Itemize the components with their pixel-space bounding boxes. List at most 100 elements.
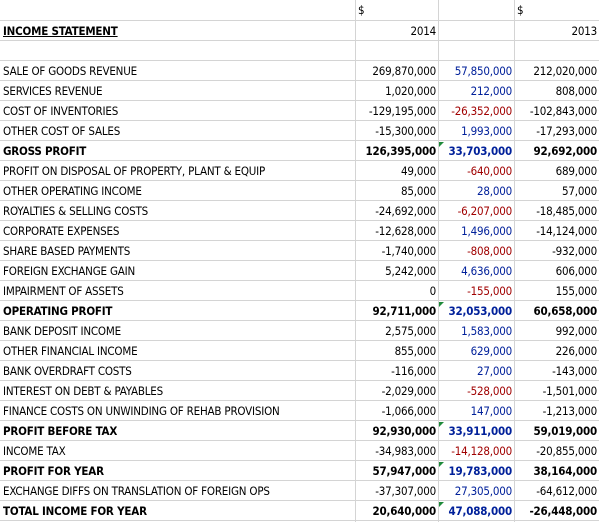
- value-2013[interactable]: -102,843,000: [529, 104, 597, 118]
- change-value[interactable]: 33,703,000: [448, 144, 513, 158]
- value-2014[interactable]: 1,020,000: [385, 84, 436, 98]
- change-value[interactable]: -26,352,000: [451, 104, 512, 118]
- value-2014[interactable]: -2,029,000: [381, 384, 437, 398]
- year-2014-header[interactable]: 2014: [410, 24, 436, 38]
- value-2013[interactable]: -932,000: [552, 244, 597, 258]
- value-2013[interactable]: -1,501,000: [542, 384, 598, 398]
- comment-indicator-icon[interactable]: [439, 502, 444, 507]
- change-header[interactable]: [438, 21, 514, 41]
- line-item-label[interactable]: IMPAIRMENT OF ASSETS: [3, 284, 124, 298]
- change-value[interactable]: 212,000: [470, 84, 513, 98]
- value-2013[interactable]: -26,448,000: [529, 504, 597, 518]
- value-2014[interactable]: 20,640,000: [372, 504, 437, 518]
- value-2013[interactable]: 38,164,000: [533, 464, 598, 478]
- value-2014[interactable]: 269,870,000: [372, 64, 436, 78]
- change-value[interactable]: 1,583,000: [461, 324, 512, 338]
- value-2013[interactable]: 992,000: [555, 324, 598, 338]
- line-item-label[interactable]: FINANCE COSTS ON UNWINDING OF REHAB PROV…: [3, 404, 280, 418]
- change-value[interactable]: 32,053,000: [448, 304, 513, 318]
- value-2013[interactable]: 212,020,000: [533, 64, 597, 78]
- value-2014[interactable]: 0: [429, 284, 437, 298]
- value-2013[interactable]: -17,293,000: [536, 124, 597, 138]
- value-2014[interactable]: -24,692,000: [375, 204, 436, 218]
- value-2014[interactable]: -1,740,000: [381, 244, 437, 258]
- value-2013[interactable]: -1,213,000: [542, 404, 598, 418]
- value-2013[interactable]: 606,000: [555, 264, 598, 278]
- value-2014[interactable]: -12,628,000: [375, 224, 436, 238]
- value-2014[interactable]: 126,395,000: [365, 144, 437, 158]
- line-item-label[interactable]: PROFIT BEFORE TAX: [3, 424, 118, 438]
- change-value[interactable]: 147,000: [470, 404, 513, 418]
- change-value[interactable]: -14,128,000: [451, 444, 512, 458]
- change-value[interactable]: 1,993,000: [461, 124, 512, 138]
- value-2013[interactable]: 689,000: [555, 164, 598, 178]
- comment-indicator-icon[interactable]: [439, 302, 444, 307]
- change-value[interactable]: 27,305,000: [454, 484, 512, 498]
- change-value[interactable]: -808,000: [467, 244, 512, 258]
- value-2014[interactable]: 855,000: [394, 344, 437, 358]
- line-item-label[interactable]: BANK DEPOSIT INCOME: [3, 324, 121, 338]
- value-2013[interactable]: -20,855,000: [536, 444, 597, 458]
- line-item-label[interactable]: SALE OF GOODS REVENUE: [3, 64, 137, 78]
- cell-a1[interactable]: [0, 0, 355, 20]
- line-item-label[interactable]: ROYALTIES & SELLING COSTS: [3, 204, 149, 218]
- change-value[interactable]: 19,783,000: [448, 464, 513, 478]
- change-value[interactable]: 47,088,000: [448, 504, 513, 518]
- line-item-label[interactable]: INTEREST ON DEBT & PAYABLES: [3, 384, 164, 398]
- comment-indicator-icon[interactable]: [439, 142, 444, 147]
- line-item-label[interactable]: OTHER COST OF SALES: [3, 124, 121, 138]
- value-2014[interactable]: 92,711,000: [372, 304, 437, 318]
- value-2013[interactable]: -64,612,000: [536, 484, 597, 498]
- comment-indicator-icon[interactable]: [439, 462, 444, 467]
- line-item-label[interactable]: COST OF INVENTORIES: [3, 104, 119, 118]
- line-item-label[interactable]: OPERATING PROFIT: [3, 304, 113, 318]
- line-item-label[interactable]: PROFIT FOR YEAR: [3, 464, 104, 478]
- value-2014[interactable]: 5,242,000: [385, 264, 436, 278]
- value-2014[interactable]: 49,000: [401, 164, 436, 178]
- value-2014[interactable]: -15,300,000: [375, 124, 436, 138]
- change-value[interactable]: -640,000: [467, 164, 512, 178]
- change-value[interactable]: 1,496,000: [461, 224, 512, 238]
- value-2013[interactable]: -18,485,000: [536, 204, 597, 218]
- value-2014[interactable]: -34,983,000: [375, 444, 436, 458]
- change-value[interactable]: 57,850,000: [454, 64, 512, 78]
- change-value[interactable]: 33,911,000: [448, 424, 513, 438]
- line-item-label[interactable]: OTHER OPERATING INCOME: [3, 184, 142, 198]
- value-2013[interactable]: -143,000: [552, 364, 597, 378]
- value-2013[interactable]: 92,692,000: [533, 144, 598, 158]
- line-item-label[interactable]: CORPORATE EXPENSES: [3, 224, 120, 238]
- value-2014[interactable]: -129,195,000: [368, 104, 436, 118]
- value-2013[interactable]: 60,658,000: [533, 304, 598, 318]
- cell-c1[interactable]: [438, 0, 514, 20]
- value-2014[interactable]: 85,000: [401, 184, 436, 198]
- value-2014[interactable]: 2,575,000: [385, 324, 436, 338]
- value-2014[interactable]: -1,066,000: [381, 404, 437, 418]
- change-value[interactable]: 28,000: [477, 184, 512, 198]
- value-2013[interactable]: -14,124,000: [536, 224, 597, 238]
- change-value[interactable]: 629,000: [470, 344, 513, 358]
- change-value[interactable]: -6,207,000: [457, 204, 513, 218]
- value-2014[interactable]: -116,000: [391, 364, 436, 378]
- value-2014[interactable]: -37,307,000: [375, 484, 436, 498]
- value-2013[interactable]: 155,000: [555, 284, 598, 298]
- line-item-label[interactable]: EXCHANGE DIFFS ON TRANSLATION OF FOREIGN…: [3, 484, 270, 498]
- value-2013[interactable]: 59,019,000: [533, 424, 598, 438]
- statement-title[interactable]: INCOME STATEMENT: [3, 24, 118, 38]
- change-value[interactable]: 27,000: [477, 364, 512, 378]
- value-2013[interactable]: 57,000: [562, 184, 597, 198]
- value-2013[interactable]: 226,000: [555, 344, 598, 358]
- line-item-label[interactable]: FOREIGN EXCHANGE GAIN: [3, 264, 136, 278]
- change-value[interactable]: -155,000: [467, 284, 512, 298]
- change-value[interactable]: 4,636,000: [461, 264, 512, 278]
- year-2013-header[interactable]: 2013: [571, 24, 597, 38]
- line-item-label[interactable]: OTHER FINANCIAL INCOME: [3, 344, 138, 358]
- line-item-label[interactable]: GROSS PROFIT: [3, 144, 87, 158]
- currency-2013[interactable]: $: [517, 3, 524, 17]
- line-item-label[interactable]: SHARE BASED PAYMENTS: [3, 244, 131, 258]
- value-2014[interactable]: 92,930,000: [372, 424, 437, 438]
- line-item-label[interactable]: TOTAL INCOME FOR YEAR: [3, 504, 147, 518]
- line-item-label[interactable]: SERVICES REVENUE: [3, 84, 103, 98]
- value-2013[interactable]: 808,000: [555, 84, 598, 98]
- change-value[interactable]: -528,000: [467, 384, 512, 398]
- line-item-label[interactable]: INCOME TAX: [3, 444, 66, 458]
